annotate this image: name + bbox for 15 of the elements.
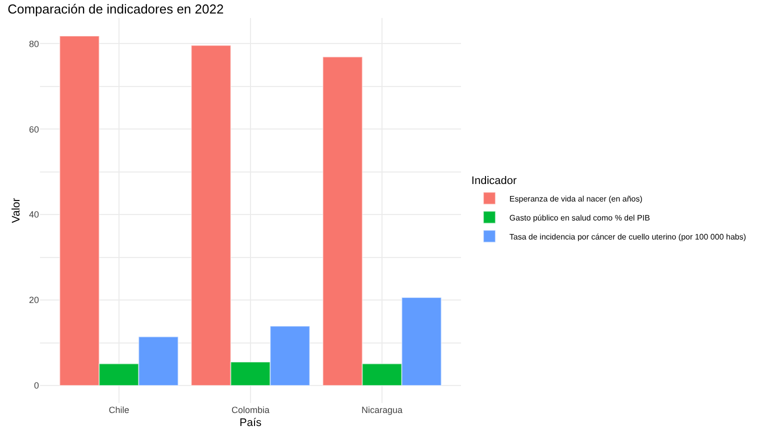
x-axis-title: País bbox=[239, 417, 262, 430]
x-tick-label: Chile bbox=[108, 405, 130, 415]
y-tick-label: 20 bbox=[28, 295, 39, 306]
legend-label: Gasto público en salud como % del PIB bbox=[509, 213, 650, 222]
legend-title: Indicador bbox=[471, 174, 518, 187]
x-tick-label: Nicaragua bbox=[362, 405, 403, 415]
y-tick-label: 60 bbox=[28, 124, 39, 134]
y-tick-label: 0 bbox=[34, 380, 39, 391]
x-tick-label: Colombia bbox=[231, 405, 270, 415]
y-tick-label: 40 bbox=[28, 210, 39, 220]
chart-title: Comparación de indicadores en 2022 bbox=[8, 2, 224, 17]
y-tick-label: 80 bbox=[28, 38, 39, 49]
y-axis-title: Valor bbox=[10, 198, 23, 223]
legend-label: Esperanza de vida al nacer (en años) bbox=[509, 194, 643, 204]
legend-label: Tasa de incidencia por cáncer de cuello uterino (por 100 000 habs) bbox=[509, 232, 746, 242]
